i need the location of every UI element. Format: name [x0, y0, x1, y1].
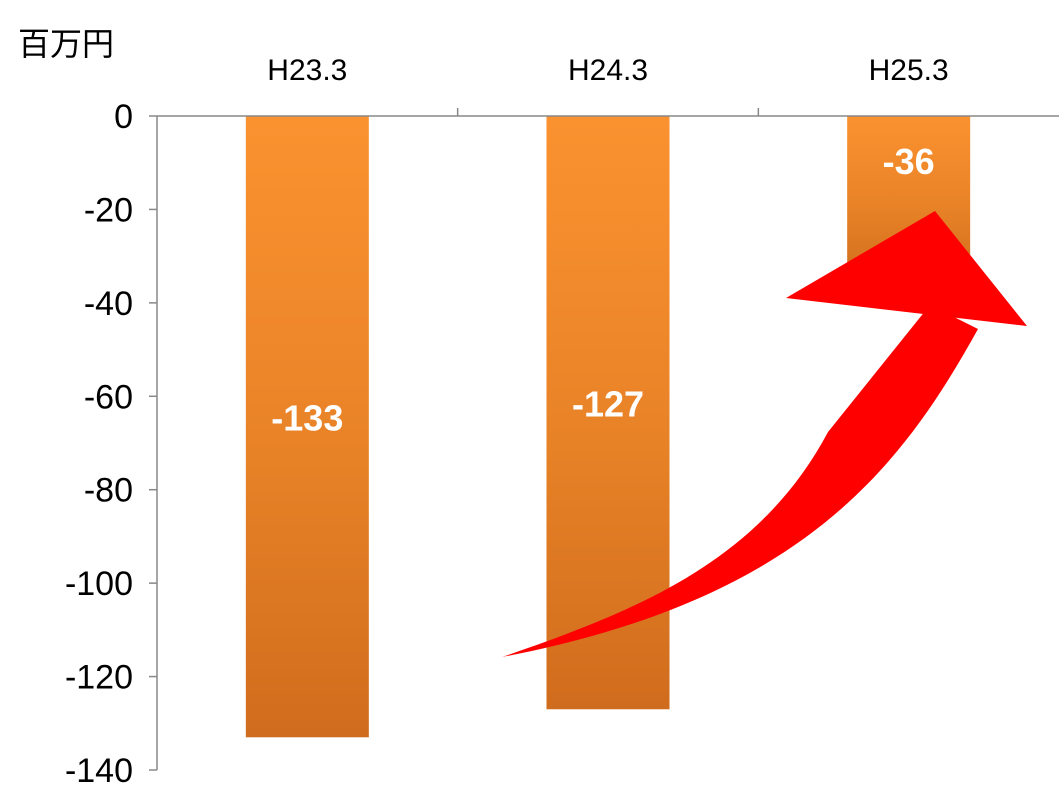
- y-tick-label: 0: [114, 98, 133, 136]
- y-tick-label: -80: [84, 472, 133, 510]
- x-tick-label: H25.3: [869, 54, 949, 87]
- data-label-H23.3: -133: [271, 398, 343, 439]
- y-tick-label: -120: [65, 659, 133, 697]
- y-tick-label: -40: [84, 285, 133, 323]
- x-axis-ticks: [456, 108, 760, 116]
- bar-H23.3: [245, 116, 369, 738]
- unit-label: 百万円: [18, 25, 114, 63]
- x-tick-label: H24.3: [568, 54, 648, 87]
- improvement-arrow: [502, 305, 978, 657]
- y-axis-ticks: 0 -20 -40 -60 -80 -100 -120 -140: [65, 98, 157, 786]
- improvement-arrow-head: [786, 211, 1027, 326]
- x-axis-labels: H23.3 H24.3 H25.3: [267, 54, 948, 87]
- y-tick-label: -140: [65, 752, 133, 786]
- y-tick-label: -100: [65, 565, 133, 603]
- data-label-H24.3: -127: [572, 384, 644, 425]
- data-label-H25.3: -36: [883, 141, 935, 182]
- x-tick-label: H23.3: [267, 54, 347, 87]
- y-tick-label: -60: [84, 378, 133, 416]
- y-tick-label: -20: [84, 191, 133, 229]
